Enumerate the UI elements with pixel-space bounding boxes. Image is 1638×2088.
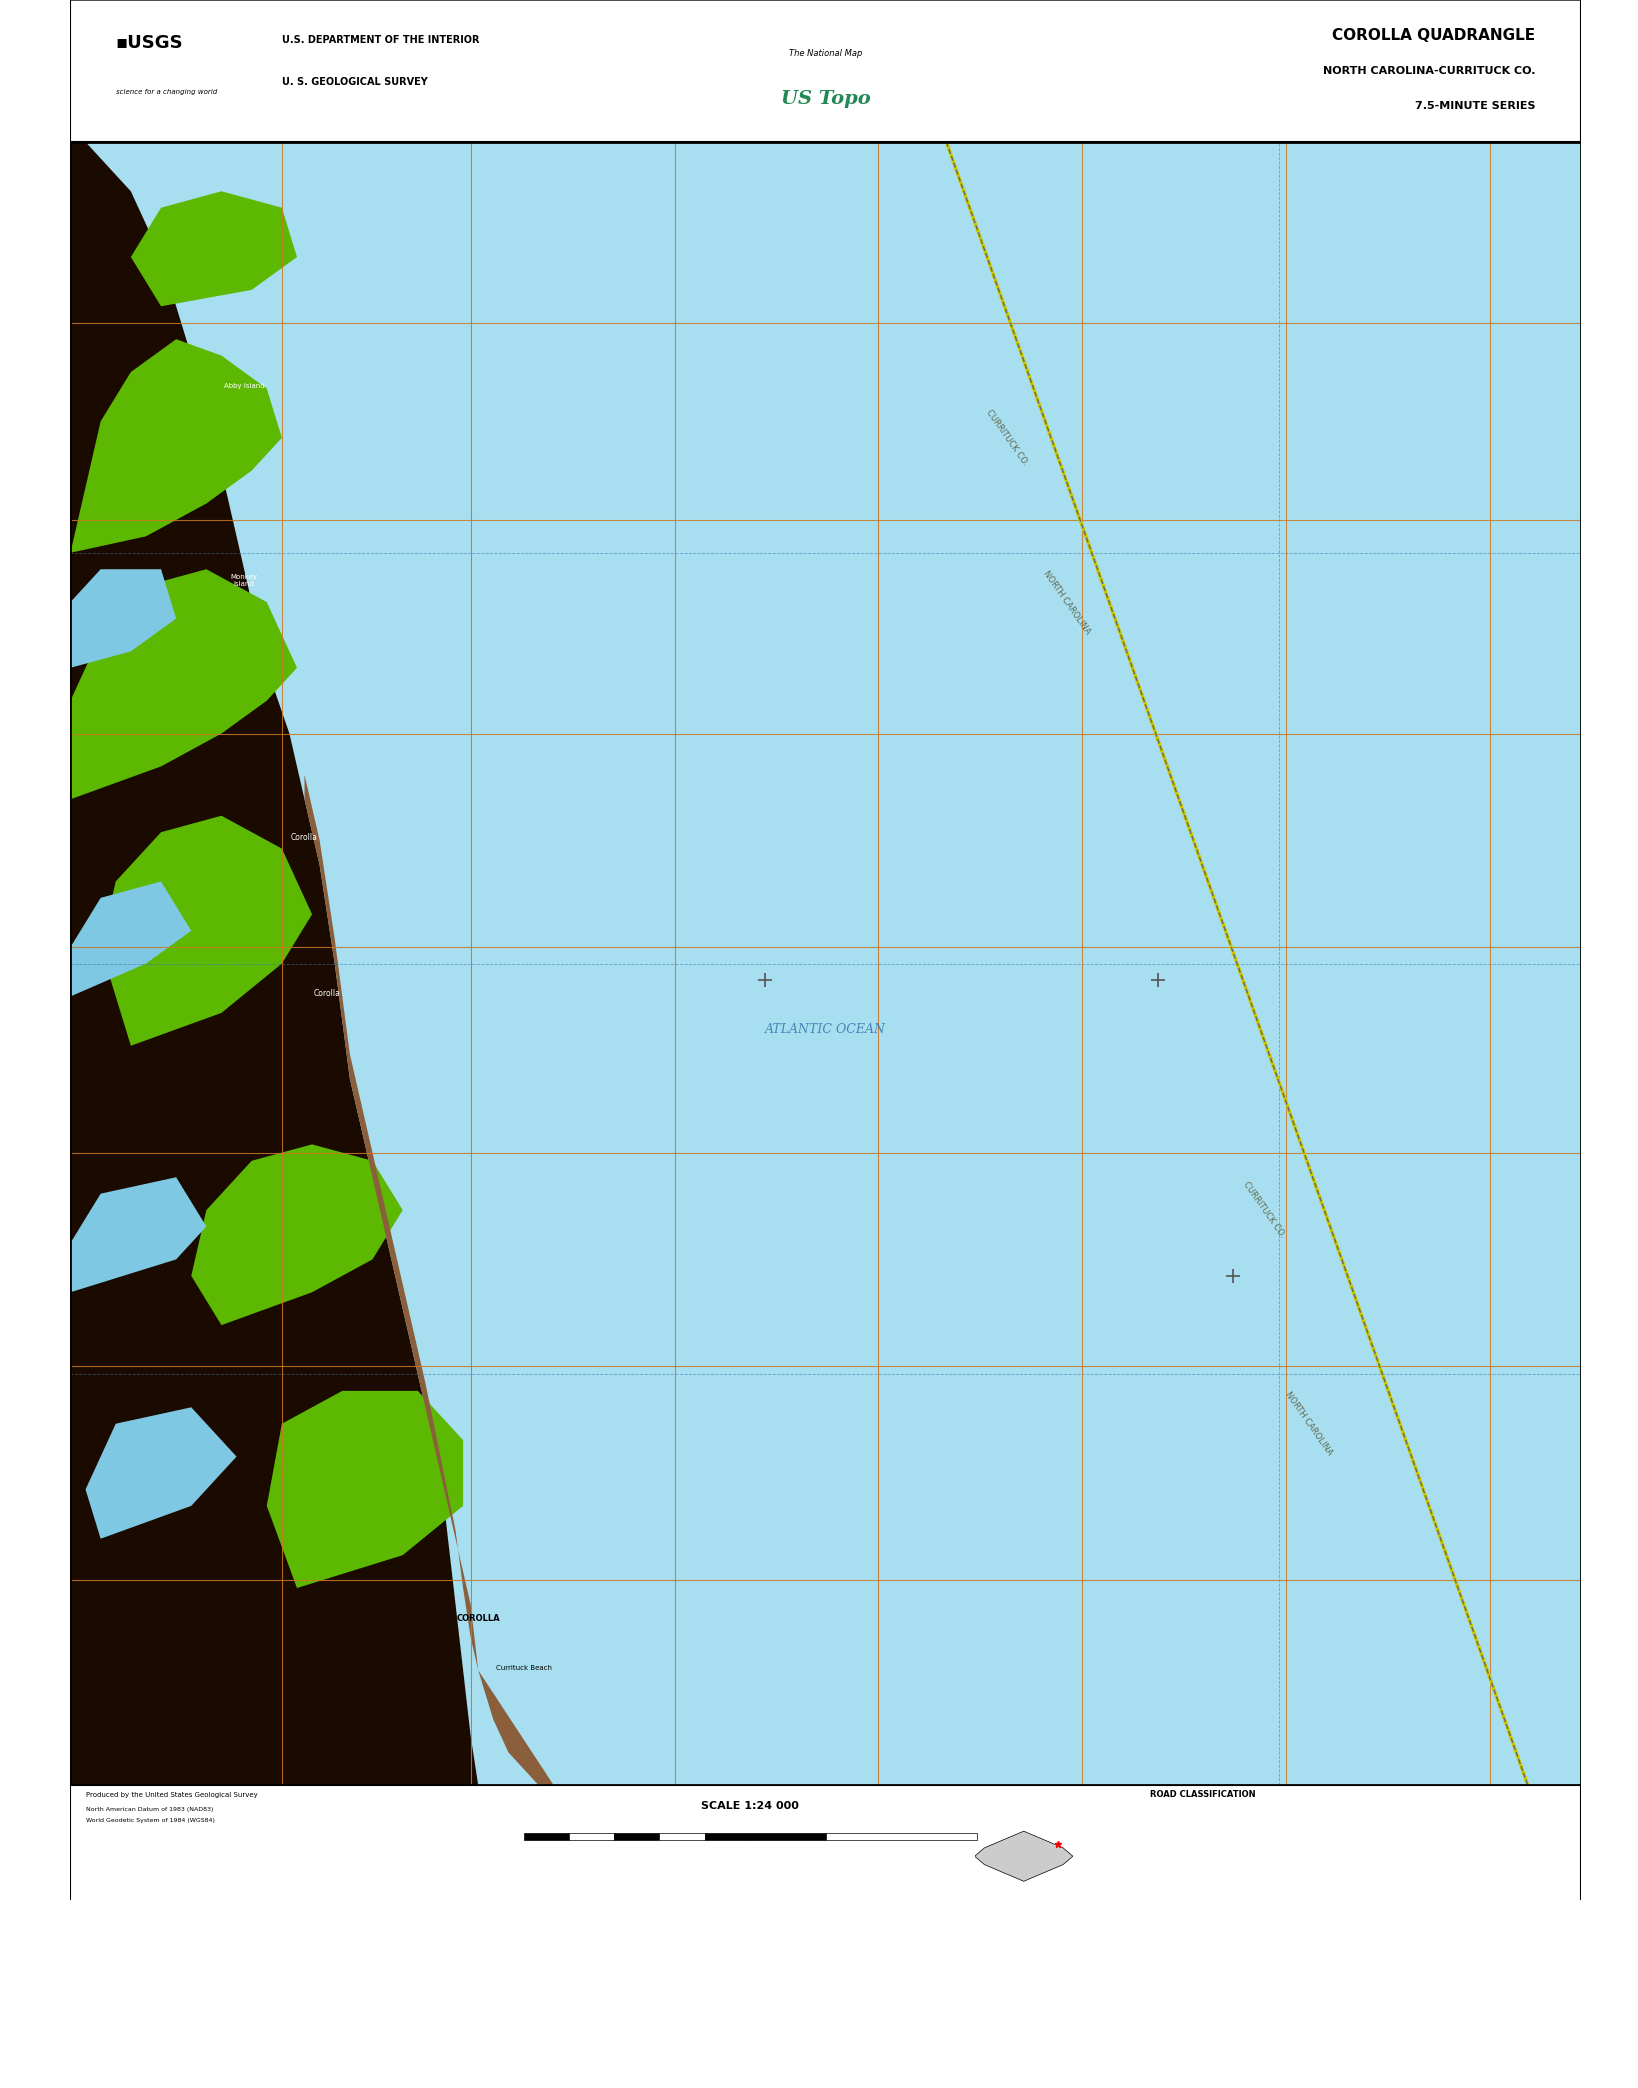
Text: US Topo: US Topo <box>781 90 870 109</box>
Text: ▪USGS: ▪USGS <box>116 33 183 52</box>
Polygon shape <box>70 142 478 1785</box>
Polygon shape <box>70 881 192 996</box>
Bar <box>524 1833 568 1840</box>
Text: ATLANTIC OCEAN: ATLANTIC OCEAN <box>765 1023 886 1036</box>
Bar <box>826 1833 976 1840</box>
Text: The National Map: The National Map <box>790 50 862 58</box>
Polygon shape <box>267 1391 464 1589</box>
Polygon shape <box>100 816 313 1046</box>
Polygon shape <box>70 1178 206 1292</box>
Text: U. S. GEOLOGICAL SURVEY: U. S. GEOLOGICAL SURVEY <box>282 77 428 88</box>
Bar <box>614 1833 660 1840</box>
Bar <box>568 1833 614 1840</box>
Polygon shape <box>70 570 296 800</box>
Polygon shape <box>305 775 554 1819</box>
Polygon shape <box>70 338 282 553</box>
Text: NORTH CAROLINA: NORTH CAROLINA <box>1042 568 1093 635</box>
Text: Abby Island: Abby Island <box>224 384 264 390</box>
Text: CURRITUCK CO.: CURRITUCK CO. <box>984 407 1029 468</box>
Polygon shape <box>131 192 296 307</box>
Text: COROLLA QUADRANGLE: COROLLA QUADRANGLE <box>1332 27 1535 44</box>
Polygon shape <box>70 570 177 668</box>
Text: Corolla: Corolla <box>314 990 341 998</box>
Polygon shape <box>192 1144 403 1326</box>
Text: science for a changing world: science for a changing world <box>116 90 216 96</box>
Polygon shape <box>975 1831 1073 1881</box>
Text: U.S. DEPARTMENT OF THE INTERIOR: U.S. DEPARTMENT OF THE INTERIOR <box>282 35 480 44</box>
Text: CURRITUCK CO.: CURRITUCK CO. <box>1242 1180 1286 1240</box>
Text: World Geodetic System of 1984 (WGS84): World Geodetic System of 1984 (WGS84) <box>85 1819 215 1823</box>
Text: Currituck Beach: Currituck Beach <box>496 1666 552 1670</box>
Bar <box>704 1833 750 1840</box>
Bar <box>660 1833 704 1840</box>
Text: SCALE 1:24 000: SCALE 1:24 000 <box>701 1802 799 1810</box>
Text: Monkey
Island: Monkey Island <box>231 574 257 587</box>
Text: Produced by the United States Geological Survey: Produced by the United States Geological… <box>85 1792 257 1798</box>
Text: Corolla: Corolla <box>292 833 318 841</box>
Bar <box>750 1833 826 1840</box>
Polygon shape <box>85 1407 236 1539</box>
Text: North American Datum of 1983 (NAD83): North American Datum of 1983 (NAD83) <box>85 1806 213 1812</box>
Text: 7.5-MINUTE SERIES: 7.5-MINUTE SERIES <box>1415 102 1535 111</box>
Text: NORTH CAROLINA: NORTH CAROLINA <box>1284 1391 1335 1457</box>
Text: ROAD CLASSIFICATION: ROAD CLASSIFICATION <box>1150 1789 1256 1798</box>
Text: COROLLA: COROLLA <box>457 1614 500 1622</box>
Text: NORTH CAROLINA-CURRITUCK CO.: NORTH CAROLINA-CURRITUCK CO. <box>1324 67 1535 75</box>
